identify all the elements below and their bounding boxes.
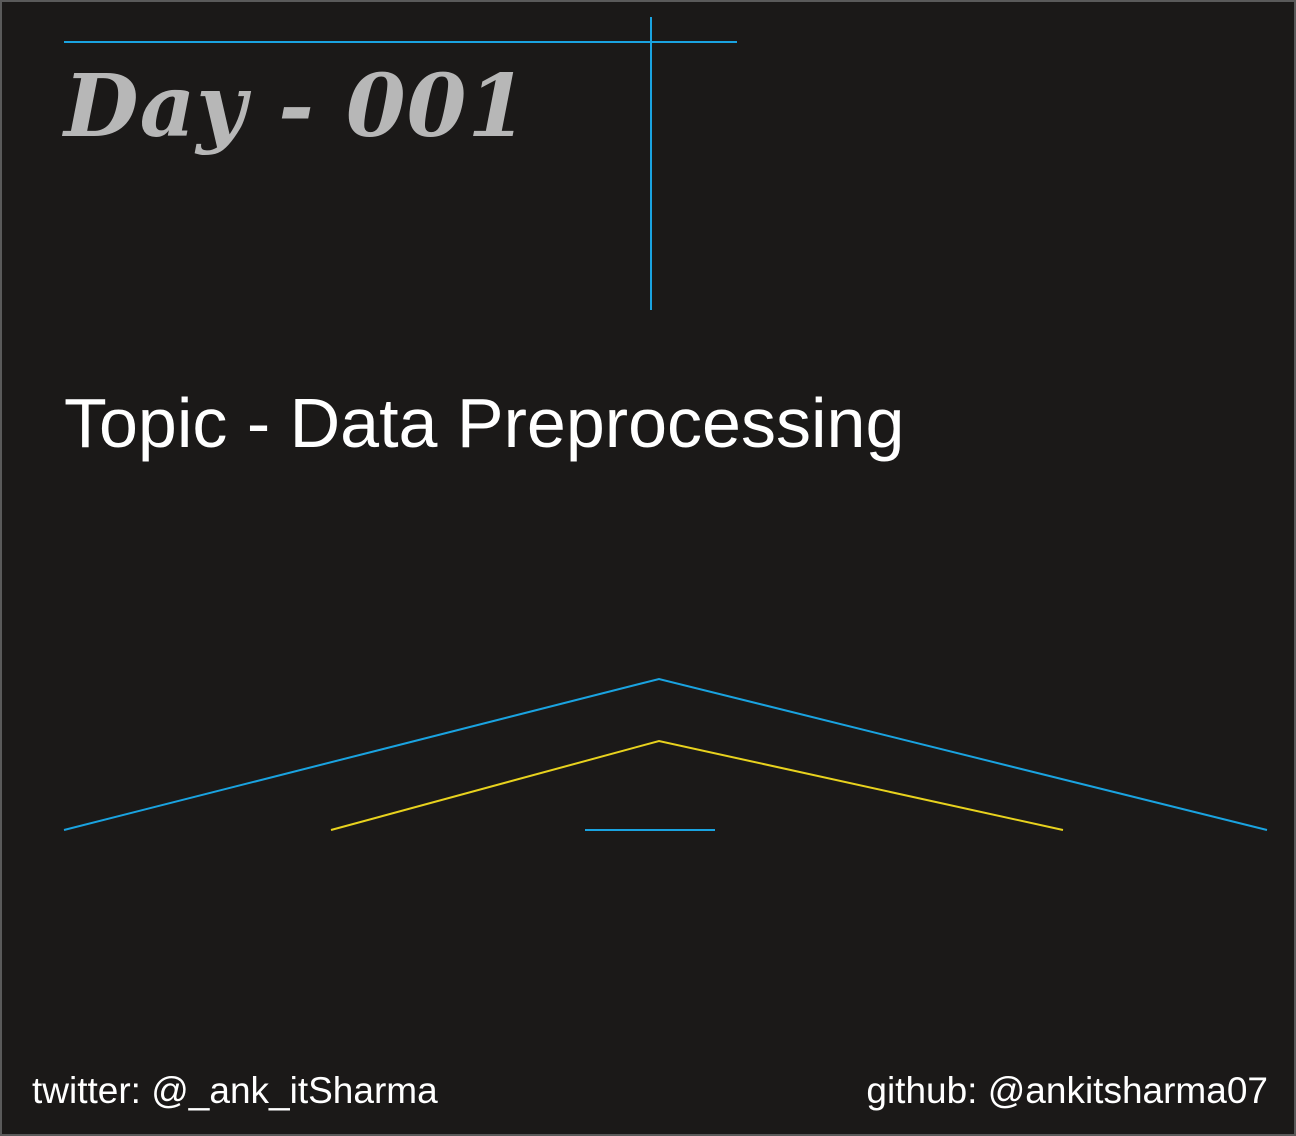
inner-chevron-line: [330, 739, 1064, 831]
topic-heading: Topic - Data Preprocessing: [64, 384, 905, 462]
day-title: Day - 001: [64, 56, 529, 157]
github-handle: github: @ankitsharma07: [866, 1070, 1268, 1111]
outer-chevron-line: [63, 677, 1268, 831]
twitter-handle: twitter: @_ank_itSharma: [32, 1070, 438, 1111]
